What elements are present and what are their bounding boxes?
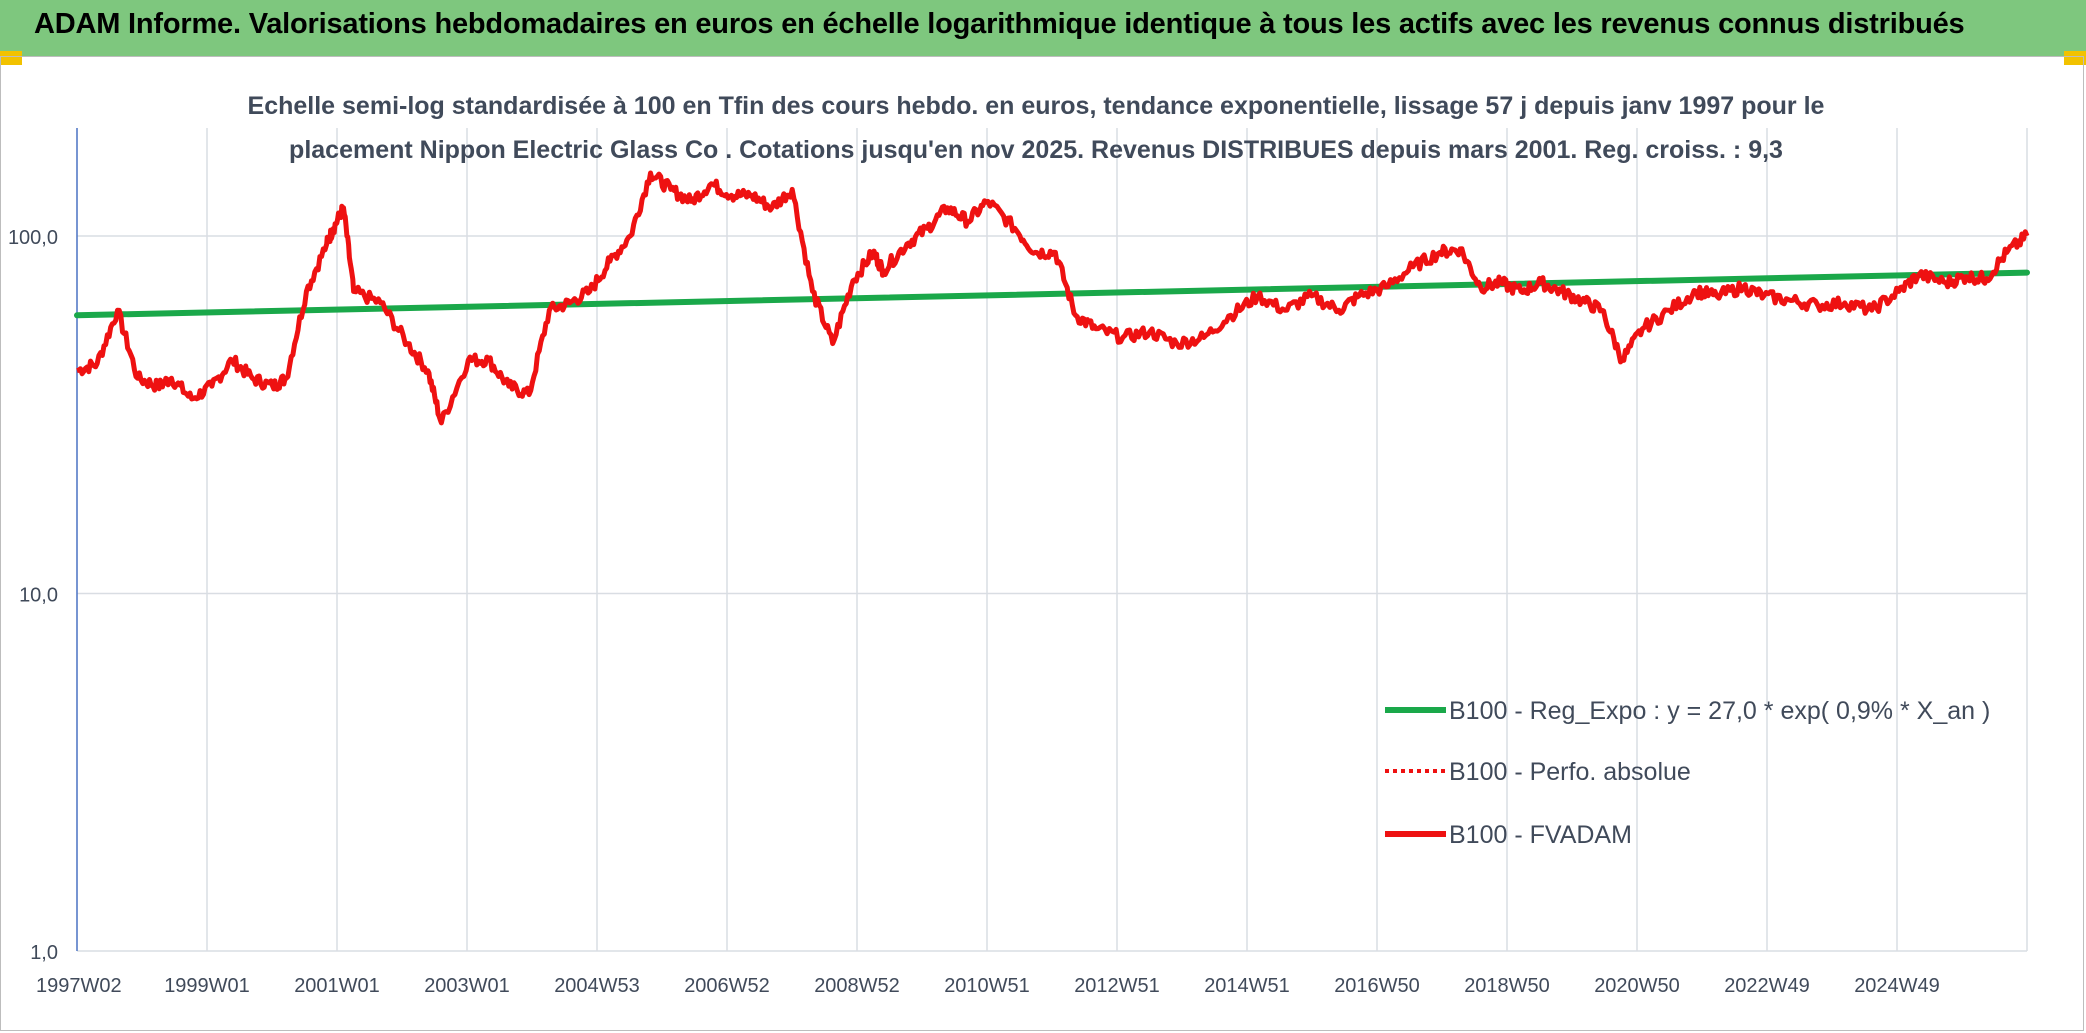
- x-tick-label: 2018W50: [1464, 975, 1550, 997]
- y-tick-label: 1,0: [30, 942, 58, 964]
- header-banner: ADAM Informe. Valorisations hebdomadaire…: [0, 0, 2086, 56]
- x-tick-label: 2024W49: [1854, 975, 1940, 997]
- x-axis-ticks: 1997W02 1999W01 2001W01 2003W01 2004W53 2006W…: [36, 975, 1940, 997]
- legend-label: B100 - Perfo. absolue: [1449, 758, 1691, 786]
- series-fvadam-line: [76, 170, 2030, 426]
- x-tick-label: 1997W02: [36, 975, 122, 997]
- corner-marker-right: [2064, 51, 2086, 65]
- x-tick-label: 2022W49: [1724, 975, 1810, 997]
- legend-label: B100 - FVADAM: [1449, 821, 1632, 849]
- x-tick-label: 2012W51: [1074, 975, 1160, 997]
- x-tick-label: 2008W52: [814, 975, 900, 997]
- x-tick-label: 2010W51: [944, 975, 1030, 997]
- page-title: ADAM Informe. Valorisations hebdomadaire…: [34, 8, 1965, 40]
- x-tick-label: 2003W01: [424, 975, 510, 997]
- corner-marker-left: [0, 51, 22, 65]
- y-tick-label: 100,0: [8, 227, 58, 249]
- chart-title-line-2: placement Nippon Electric Glass Co . Cot…: [289, 136, 1783, 164]
- legend-label: B100 - Reg_Expo : y = 27,0 * exp( 0,9% *…: [1449, 697, 1990, 725]
- y-axis-ticks: 1,0 10,0 100,0: [8, 227, 58, 964]
- series-reg-expo-line: [74, 269, 2030, 319]
- x-tick-label: 2001W01: [294, 975, 380, 997]
- x-tick-label: 2004W53: [554, 975, 640, 997]
- chart-title-line-1: Echelle semi-log standardisée à 100 en T…: [248, 92, 1825, 120]
- x-tick-label: 2020W50: [1594, 975, 1680, 997]
- y-tick-label: 10,0: [19, 585, 58, 607]
- x-tick-label: 2006W52: [684, 975, 770, 997]
- x-tick-label: 1999W01: [164, 975, 250, 997]
- x-tick-label: 2016W50: [1334, 975, 1420, 997]
- chart-grid: [77, 128, 2028, 952]
- x-tick-label: 2014W51: [1204, 975, 1290, 997]
- legend: B100 - Reg_Expo : y = 27,0 * exp( 0,9% *…: [1385, 697, 1990, 849]
- chart-frame: [0, 56, 2084, 1031]
